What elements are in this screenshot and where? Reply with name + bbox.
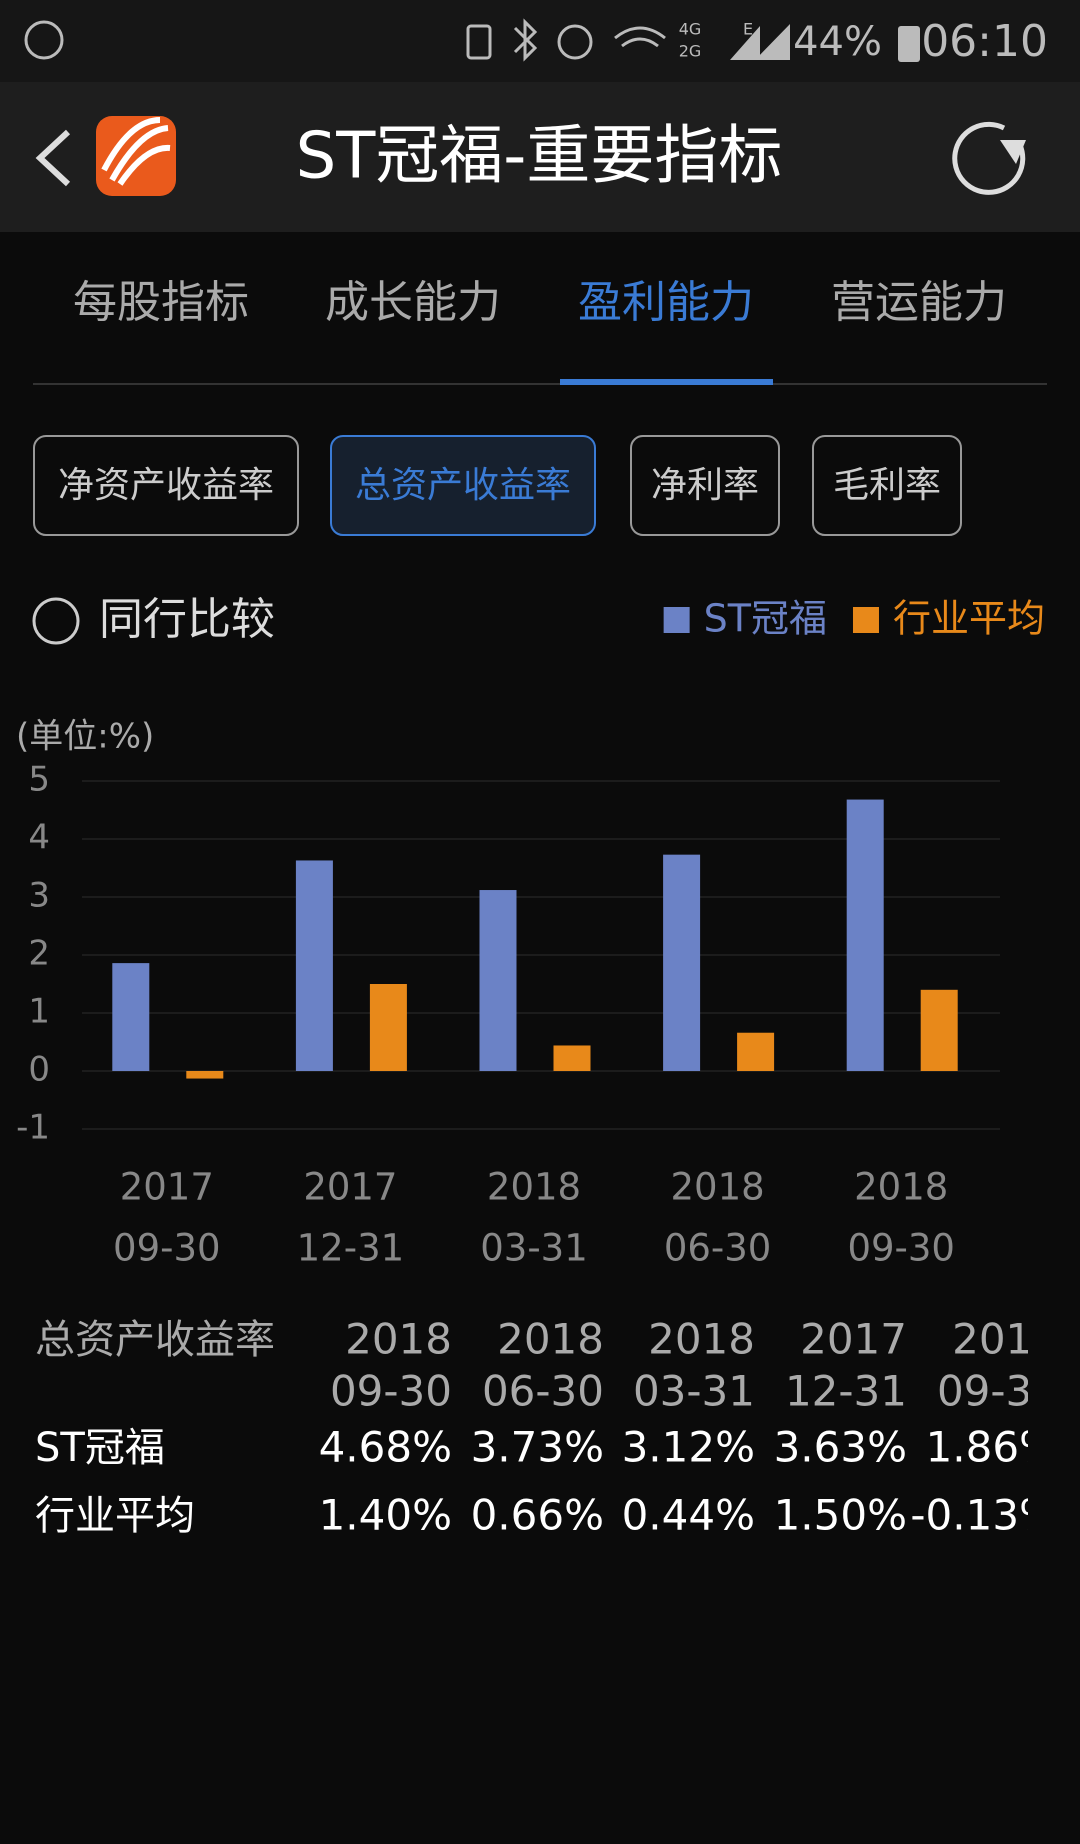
x-tick-label: 2018 — [487, 1166, 581, 1209]
bar — [737, 1032, 775, 1071]
sub-tab-label: 净资产收益率 — [58, 465, 274, 506]
refresh-icon — [952, 121, 1026, 195]
y-tick-label: 2 — [28, 934, 50, 974]
x-tick-label: 2018 — [854, 1166, 948, 1209]
network-label: E — [743, 20, 753, 39]
column-year: 2017 — [800, 1315, 907, 1364]
column-date: 06-30 — [482, 1367, 604, 1416]
refresh-arrow — [1000, 140, 1026, 164]
y-tick-label: 0 — [28, 1050, 50, 1090]
table-cell: 1.86% — [926, 1423, 1059, 1472]
status-icons — [24, 18, 666, 62]
app-header — [0, 82, 1080, 232]
table-cell: 0.66% — [471, 1491, 604, 1540]
x-tick-label: 2017 — [120, 1166, 214, 1209]
unit-label: (单位:%) — [16, 717, 154, 757]
bar — [186, 1071, 224, 1079]
x-tick-label: 09-30 — [847, 1227, 955, 1270]
y-tick-label: 1 — [28, 992, 50, 1032]
clock: 06:10 — [921, 16, 1048, 67]
column-year: 2018 — [345, 1315, 452, 1364]
sub-tab-button[interactable] — [330, 435, 596, 536]
column-year: 2018 — [648, 1315, 755, 1364]
column-date: 09-30 — [330, 1367, 452, 1416]
legend-label: 行业平均 — [893, 597, 1045, 641]
column-year: 2017 — [952, 1315, 1059, 1364]
back-button[interactable] — [35, 129, 71, 187]
sub-tab-button[interactable] — [630, 435, 780, 536]
x-tick-label: 03-31 — [480, 1227, 588, 1270]
sub-tab-button[interactable] — [812, 435, 962, 536]
refresh-button[interactable] — [952, 121, 1026, 195]
table-cell: 1.40% — [319, 1491, 452, 1540]
bar — [369, 984, 407, 1071]
battery-level: 44% — [793, 19, 882, 65]
compare-label: 同行比较 — [99, 594, 275, 645]
legend-swatch — [852, 607, 879, 633]
page-title: ST冠福-重要指标 — [296, 120, 783, 194]
bar — [920, 989, 958, 1071]
table-cell: 1.50% — [774, 1491, 907, 1540]
table-cell: 0.44% — [622, 1491, 755, 1540]
sub-tab-label: 毛利率 — [833, 465, 941, 506]
table-header: 总资产收益率 — [35, 1317, 275, 1363]
sub-tab-label: 净利率 — [651, 465, 759, 506]
table-cell: 3.63% — [774, 1423, 907, 1472]
x-tick-label: 12-31 — [297, 1227, 405, 1270]
tab-indicator — [560, 379, 773, 385]
legend-label: ST冠福 — [704, 597, 827, 641]
logo-mark — [101, 117, 171, 186]
y-tick-label: 4 — [28, 818, 50, 858]
y-tick-label: 5 — [28, 760, 50, 800]
bar — [846, 799, 884, 1071]
sub-tab-label: 总资产收益率 — [355, 465, 571, 506]
column-date: 03-31 — [633, 1367, 755, 1416]
network-label: 2G — [679, 42, 702, 61]
legend-swatch — [663, 607, 690, 633]
bar — [479, 890, 517, 1071]
tab[interactable]: 每股指标 — [73, 277, 249, 328]
column-date: 12-31 — [785, 1367, 907, 1416]
row-name: 行业平均 — [35, 1493, 195, 1539]
signal-icon — [730, 24, 790, 60]
x-tick-label: 2017 — [303, 1166, 397, 1209]
column-date: 09-30 — [937, 1367, 1059, 1416]
y-tick-label: -1 — [16, 1108, 50, 1148]
bar — [295, 860, 333, 1071]
table-cell: 3.12% — [622, 1423, 755, 1472]
bar — [553, 1045, 591, 1071]
row-name: ST冠福 — [35, 1425, 165, 1471]
compare-toggle[interactable] — [32, 597, 80, 645]
x-tick-label: 2018 — [671, 1166, 765, 1209]
tab[interactable]: 成长能力 — [325, 277, 501, 328]
tab[interactable]: 营运能力 — [831, 277, 1007, 328]
network-label: 4G — [679, 20, 702, 39]
battery-icon — [898, 26, 920, 62]
x-tick-label: 06-30 — [664, 1227, 772, 1270]
tab[interactable]: 盈利能力 — [578, 277, 754, 328]
table-cell: -0.13% — [910, 1491, 1059, 1540]
column-year: 2018 — [497, 1315, 604, 1364]
table-cell: 4.68% — [319, 1423, 452, 1472]
data-table: 总资产收益率 201809-30201806-30201803-31201712-… — [35, 1315, 1059, 1540]
bar — [663, 854, 701, 1071]
x-tick-label: 09-30 — [113, 1227, 221, 1270]
table-cell: 3.73% — [471, 1423, 604, 1472]
bar — [112, 963, 150, 1071]
sub-tab-button[interactable] — [33, 435, 299, 536]
y-tick-label: 3 — [28, 876, 50, 916]
